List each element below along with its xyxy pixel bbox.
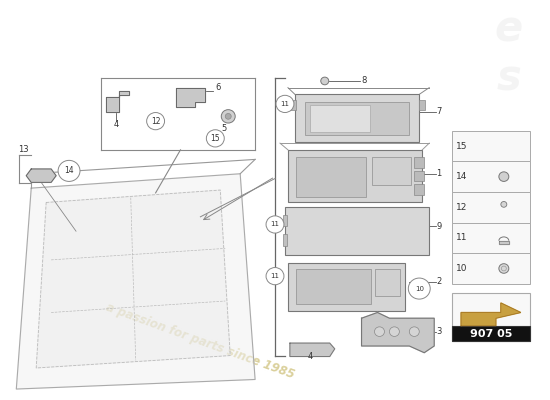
Bar [371,156,411,185]
Text: 3: 3 [436,327,442,336]
Circle shape [499,264,509,273]
Polygon shape [26,169,56,182]
Circle shape [266,268,284,285]
Text: 14: 14 [456,172,468,181]
Bar [288,150,422,202]
Circle shape [226,114,231,119]
Text: 4: 4 [307,352,312,361]
Circle shape [266,216,284,233]
Circle shape [409,327,419,336]
Bar [295,94,419,142]
Bar [305,102,409,136]
Bar [414,158,424,168]
Bar [310,105,370,132]
Circle shape [408,278,430,299]
Polygon shape [175,88,205,107]
Text: 14: 14 [64,166,74,175]
Text: 5: 5 [222,124,227,133]
Bar [414,171,424,182]
Text: 9: 9 [436,222,442,231]
Bar [452,131,530,161]
Text: 2: 2 [436,277,442,286]
Bar [283,234,287,246]
Circle shape [499,172,509,182]
Bar [452,293,530,341]
Polygon shape [290,343,335,356]
Bar [296,270,371,304]
Circle shape [389,327,399,336]
Bar [376,270,400,296]
Polygon shape [461,303,521,326]
Text: 8: 8 [361,76,367,86]
Circle shape [276,95,294,112]
Text: 11: 11 [280,101,289,107]
Circle shape [206,130,224,147]
Circle shape [210,134,221,143]
Bar [290,100,296,110]
Circle shape [321,77,329,85]
Polygon shape [361,312,434,353]
Bar [452,253,530,284]
Bar [419,100,425,110]
Text: 10: 10 [456,264,468,273]
Text: a passion for parts since 1985: a passion for parts since 1985 [104,301,296,382]
Text: 12: 12 [151,117,161,126]
Circle shape [221,110,235,123]
Circle shape [147,112,164,130]
Text: 13: 13 [18,145,29,154]
Bar [288,263,405,310]
Text: 11: 11 [271,222,279,228]
Text: 10: 10 [415,286,424,292]
Bar [452,326,530,341]
Text: 15: 15 [211,134,220,143]
Bar [283,215,287,226]
Text: 1: 1 [436,169,442,178]
Bar [452,222,530,253]
Text: 7: 7 [436,107,442,116]
Text: 6: 6 [215,83,221,92]
Polygon shape [16,174,255,389]
Bar [452,161,530,192]
Bar [414,184,424,195]
Bar [296,156,366,197]
Polygon shape [499,241,509,244]
Polygon shape [36,190,230,368]
Text: 12: 12 [456,203,468,212]
Bar [285,207,429,255]
Circle shape [58,160,80,182]
Bar [452,192,530,222]
Text: 4: 4 [113,120,118,128]
Text: 11: 11 [271,273,279,279]
Circle shape [375,327,384,336]
Text: 11: 11 [456,233,468,242]
Text: e
s: e s [494,9,523,100]
Text: 907 05: 907 05 [470,328,512,338]
Text: 15: 15 [456,142,468,150]
Polygon shape [106,90,129,112]
Circle shape [501,202,507,207]
